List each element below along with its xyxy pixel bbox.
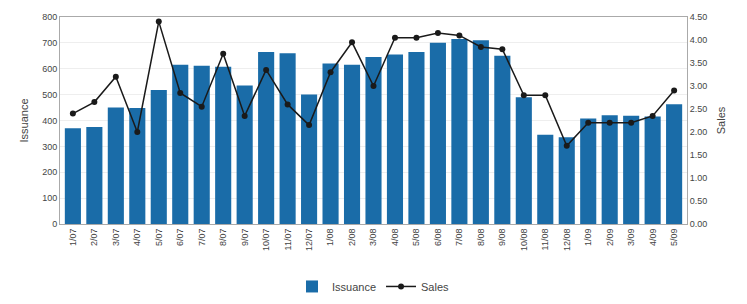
svg-text:Sales: Sales: [421, 281, 449, 293]
svg-text:4.00: 4.00: [690, 35, 708, 45]
svg-text:2/08: 2/08: [347, 229, 357, 247]
svg-text:1/07: 1/07: [68, 229, 78, 247]
svg-text:1/08: 1/08: [325, 229, 335, 247]
svg-text:6/08: 6/08: [433, 229, 443, 247]
svg-text:200: 200: [42, 167, 57, 177]
svg-text:5/07: 5/07: [154, 229, 164, 247]
svg-text:300: 300: [42, 142, 57, 152]
svg-text:6/07: 6/07: [175, 229, 185, 247]
svg-text:9/07: 9/07: [240, 229, 250, 247]
svg-text:4/07: 4/07: [132, 229, 142, 247]
svg-text:2/07: 2/07: [89, 229, 99, 247]
svg-text:400: 400: [42, 116, 57, 126]
svg-text:3.50: 3.50: [690, 58, 708, 68]
svg-text:8/08: 8/08: [476, 229, 486, 247]
svg-text:2/09: 2/09: [605, 229, 615, 247]
svg-text:3/09: 3/09: [626, 229, 636, 247]
svg-text:5/09: 5/09: [669, 229, 679, 247]
svg-text:10/07: 10/07: [261, 229, 271, 252]
svg-text:3.00: 3.00: [690, 81, 708, 91]
svg-text:3/08: 3/08: [368, 229, 378, 247]
svg-text:4.50: 4.50: [690, 12, 708, 22]
svg-text:Issuance: Issuance: [332, 281, 376, 293]
svg-text:700: 700: [42, 38, 57, 48]
svg-text:10/08: 10/08: [519, 229, 529, 252]
svg-text:Issuance: Issuance: [18, 98, 30, 142]
svg-text:7/08: 7/08: [454, 229, 464, 247]
svg-text:2.50: 2.50: [690, 104, 708, 114]
svg-text:0: 0: [52, 219, 57, 229]
svg-text:1.00: 1.00: [690, 173, 708, 183]
svg-text:12/07: 12/07: [304, 229, 314, 252]
svg-text:0.00: 0.00: [690, 219, 708, 229]
svg-text:500: 500: [42, 90, 57, 100]
svg-text:9/08: 9/08: [497, 229, 507, 247]
svg-text:11/07: 11/07: [283, 229, 293, 251]
svg-text:0.50: 0.50: [690, 196, 708, 206]
svg-text:7/07: 7/07: [197, 229, 207, 247]
svg-text:100: 100: [42, 193, 57, 203]
svg-text:2.00: 2.00: [690, 127, 708, 137]
svg-text:12/08: 12/08: [562, 229, 572, 252]
svg-text:8/07: 8/07: [218, 229, 228, 247]
svg-text:600: 600: [42, 64, 57, 74]
svg-text:4/09: 4/09: [648, 229, 658, 247]
svg-text:1/09: 1/09: [583, 229, 593, 247]
svg-text:4/08: 4/08: [390, 229, 400, 247]
svg-text:5/08: 5/08: [411, 229, 421, 247]
svg-text:Sales: Sales: [715, 106, 727, 134]
svg-text:1.50: 1.50: [690, 150, 708, 160]
svg-text:3/07: 3/07: [111, 229, 121, 247]
svg-text:800: 800: [42, 12, 57, 22]
svg-text:11/08: 11/08: [540, 229, 550, 251]
